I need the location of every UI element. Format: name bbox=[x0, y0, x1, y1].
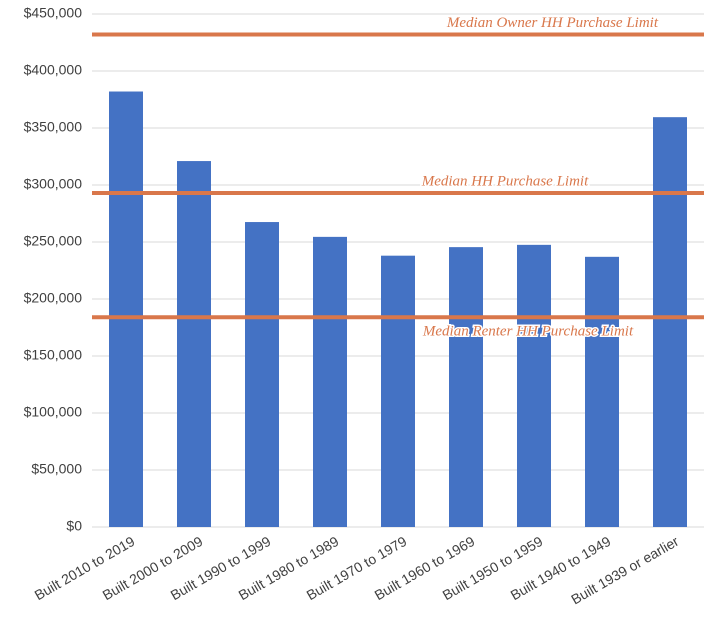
y-tick-label: $50,000 bbox=[31, 461, 82, 477]
bar bbox=[245, 222, 279, 528]
y-tick-label: $200,000 bbox=[24, 290, 83, 306]
y-tick-label: $350,000 bbox=[24, 119, 83, 135]
reference-label: Median Owner HH Purchase Limit bbox=[446, 15, 659, 31]
bar bbox=[653, 117, 687, 528]
y-tick-label: $100,000 bbox=[24, 404, 83, 420]
bar bbox=[449, 247, 483, 527]
bar bbox=[381, 255, 415, 527]
y-tick-label: $150,000 bbox=[24, 347, 83, 363]
y-tick-label: $400,000 bbox=[24, 62, 83, 78]
y-tick-label: $0 bbox=[66, 518, 82, 534]
y-tick-label: $300,000 bbox=[24, 176, 83, 192]
bar bbox=[585, 256, 619, 527]
bar bbox=[177, 161, 211, 527]
reference-label: Median Renter HH Purchase Limit bbox=[422, 324, 634, 340]
y-tick-label: $450,000 bbox=[24, 5, 83, 21]
reference-label: Median HH Purchase Limit bbox=[421, 173, 589, 189]
bar bbox=[517, 244, 551, 527]
bar bbox=[109, 91, 143, 528]
bar bbox=[313, 236, 347, 527]
y-tick-label: $250,000 bbox=[24, 233, 83, 249]
